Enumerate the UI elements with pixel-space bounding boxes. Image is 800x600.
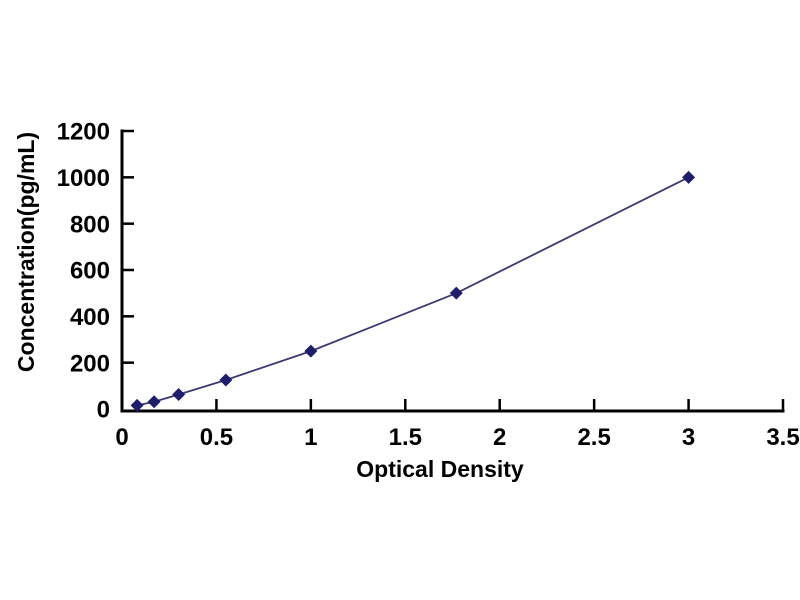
data-point-marker	[130, 398, 144, 412]
y-tick-label: 200	[70, 350, 110, 377]
x-axis-title: Optical Density	[356, 456, 524, 482]
y-tick-label: 1000	[57, 165, 110, 192]
x-tick-label: 0.5	[200, 424, 233, 451]
data-series	[130, 170, 696, 412]
y-tick-label: 600	[70, 258, 110, 285]
x-tick-label: 3	[682, 424, 695, 451]
standard-curve-line	[136, 176, 690, 407]
axes	[120, 129, 785, 413]
x-tick-label: 2.5	[577, 424, 610, 451]
tick-labels: 0 0.5 1 1.5 2 2.5 3 3.5 0 200 400 600 800 1000 1200	[57, 119, 800, 451]
data-point-marker	[682, 170, 696, 184]
data-point-marker	[304, 344, 318, 358]
data-point-marker	[147, 395, 161, 409]
x-tick-label: 2	[493, 424, 506, 451]
y-tick-label: 800	[70, 211, 110, 238]
y-tick-label: 1200	[57, 119, 110, 146]
data-point-marker	[219, 373, 233, 387]
y-tick-label: 0	[97, 397, 110, 424]
data-point-marker	[449, 286, 463, 300]
y-axis-title: Concentration(pg/mL)	[13, 132, 39, 372]
x-tick-label: 3.5	[766, 424, 799, 451]
axis-ticks	[123, 129, 785, 410]
x-tick-label: 1	[304, 424, 317, 451]
y-tick-label: 400	[70, 304, 110, 331]
x-tick-label: 1.5	[389, 424, 422, 451]
data-point-marker	[172, 388, 186, 402]
x-tick-label: 0	[115, 424, 128, 451]
